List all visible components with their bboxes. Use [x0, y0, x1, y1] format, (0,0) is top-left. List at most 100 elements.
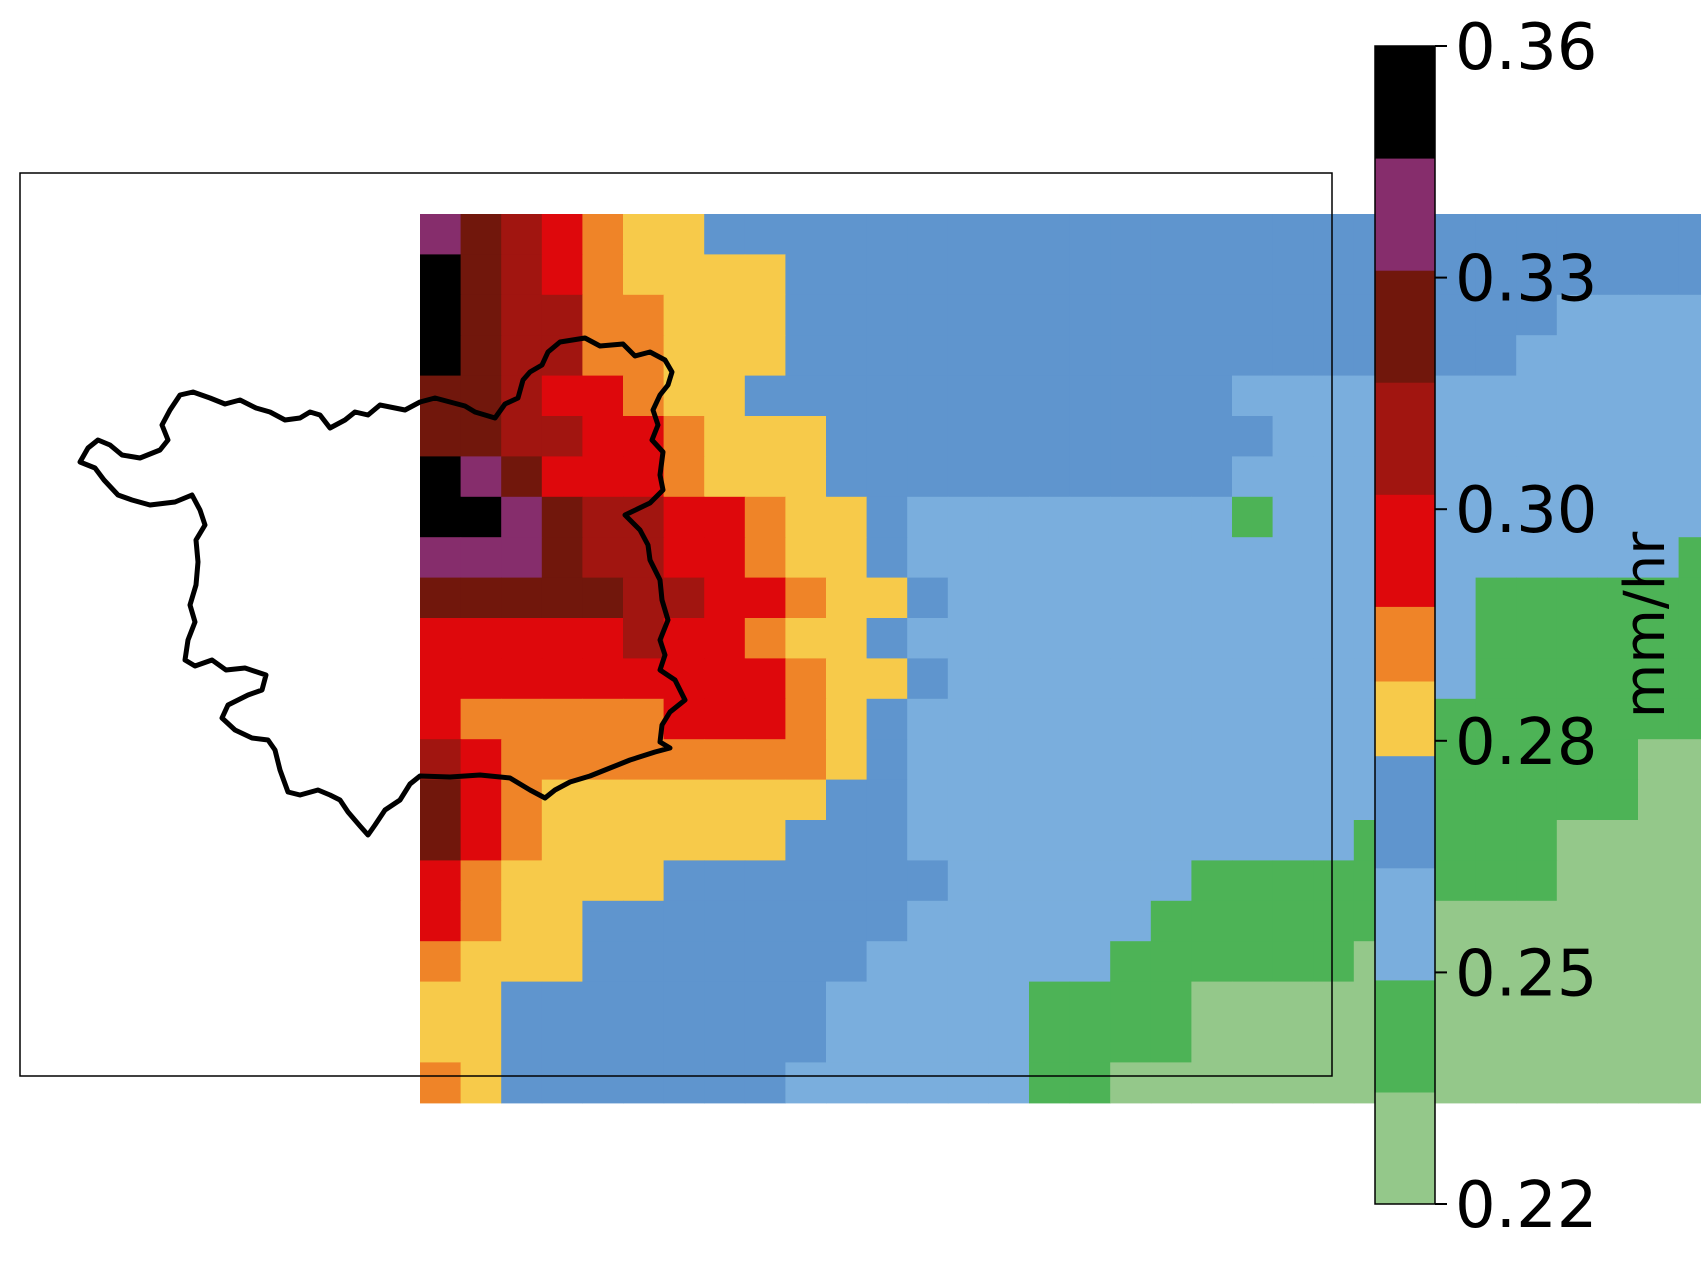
grid-cell — [1435, 981, 1477, 1023]
grid-cell — [744, 779, 786, 821]
grid-cell — [907, 537, 949, 579]
grid-cell — [1597, 981, 1639, 1023]
grid-cell — [501, 537, 543, 579]
grid-cell — [1110, 820, 1152, 861]
grid-cell — [460, 496, 502, 538]
grid-cell — [582, 698, 624, 740]
grid-cell — [541, 1062, 583, 1104]
grid-cell — [826, 698, 868, 740]
grid-cell — [866, 658, 908, 700]
grid-cell — [1272, 860, 1314, 902]
grid-cell — [1191, 375, 1233, 417]
grid-cell — [501, 214, 543, 255]
grid-cell — [1069, 900, 1111, 942]
grid-cell — [663, 820, 705, 861]
grid-cell — [1556, 537, 1598, 579]
grid-cell — [785, 416, 827, 457]
grid-cell — [1069, 456, 1111, 498]
grid-cell — [704, 739, 746, 781]
grid-cell — [1678, 1022, 1701, 1063]
grid-cell — [582, 456, 624, 498]
grid-cell — [1029, 618, 1071, 659]
grid-cell — [1029, 496, 1071, 538]
grid-cell — [1272, 820, 1314, 861]
grid-cell — [1029, 941, 1071, 983]
grid-cell — [1150, 860, 1192, 902]
grid-cell — [947, 739, 989, 781]
grid-cell — [744, 335, 786, 377]
grid-cell — [420, 779, 462, 821]
grid-cell — [1638, 739, 1680, 781]
grid-cell — [582, 820, 624, 861]
grid-cell — [1069, 981, 1111, 1023]
grid-cell — [1678, 900, 1701, 942]
grid-cell — [1475, 1022, 1517, 1063]
grid-cell — [1516, 416, 1558, 457]
grid-cell — [541, 456, 583, 498]
grid-cell — [541, 577, 583, 619]
grid-cell — [1232, 900, 1274, 942]
grid-cell — [1516, 658, 1558, 700]
grid-cell — [541, 375, 583, 417]
grid-cell — [1150, 375, 1192, 417]
grid-cell — [1678, 698, 1701, 740]
grid-cell — [1191, 254, 1233, 296]
grid-cell — [1313, 739, 1355, 781]
grid-cell — [623, 214, 665, 255]
grid-cell — [1475, 375, 1517, 417]
grid-cell — [1678, 860, 1701, 902]
grid-cell — [663, 416, 705, 457]
grid-cell — [1435, 416, 1477, 457]
grid-cell — [460, 577, 502, 619]
grid-cell — [541, 820, 583, 861]
grid-cell — [988, 779, 1030, 821]
grid-cell — [1435, 779, 1477, 821]
colorbar-tick-label: 0.22 — [1455, 1169, 1598, 1243]
grid-cell — [623, 577, 665, 619]
grid-cell — [541, 739, 583, 781]
grid-cell — [1313, 537, 1355, 579]
grid-cell — [988, 577, 1030, 619]
grid-cell — [947, 254, 989, 296]
colorbar-bin — [1375, 867, 1435, 981]
grid-cell — [785, 577, 827, 619]
grid-cell — [704, 456, 746, 498]
grid-cell — [907, 577, 949, 619]
grid-cell — [826, 214, 868, 255]
grid-cell — [623, 1022, 665, 1063]
colorbar-bin — [1375, 606, 1435, 682]
grid-cell — [1313, 214, 1355, 255]
grid-cell — [988, 214, 1030, 255]
grid-cell — [785, 618, 827, 659]
grid-cell — [1191, 294, 1233, 336]
grid-cell — [1150, 335, 1192, 377]
grid-cell — [785, 658, 827, 700]
grid-cell — [1516, 739, 1558, 781]
grid-cell — [541, 941, 583, 983]
colorbar-tick-label: 0.25 — [1455, 937, 1598, 1011]
grid-cell — [501, 496, 543, 538]
grid-cell — [1191, 335, 1233, 377]
grid-cell — [826, 820, 868, 861]
grid-cell — [420, 375, 462, 417]
grid-cell — [1191, 456, 1233, 498]
grid-cell — [420, 739, 462, 781]
grid-cell — [744, 941, 786, 983]
grid-cell — [826, 577, 868, 619]
grid-cell — [866, 416, 908, 457]
grid-cell — [947, 1022, 989, 1063]
grid-cell — [1313, 820, 1355, 861]
grid-cell — [1475, 214, 1517, 255]
grid-cell — [1232, 1022, 1274, 1063]
grid-cell — [1313, 860, 1355, 902]
grid-cell — [1272, 577, 1314, 619]
grid-cell — [1191, 618, 1233, 659]
grid-cell — [541, 537, 583, 579]
colorbar-bin — [1375, 382, 1435, 495]
grid-cell — [1069, 618, 1111, 659]
grid-cell — [1678, 618, 1701, 659]
grid-cell — [1232, 214, 1274, 255]
grid-cell — [541, 294, 583, 336]
grid-cell — [947, 214, 989, 255]
